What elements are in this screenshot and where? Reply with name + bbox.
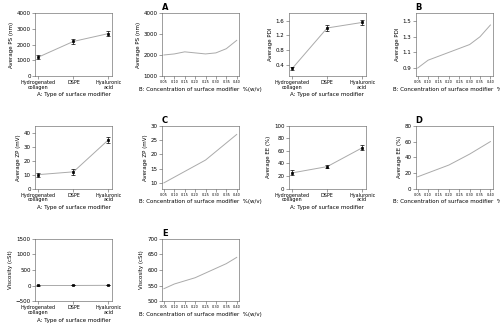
X-axis label: B: Concentration of surface modifier  %(w/v): B: Concentration of surface modifier %(w… bbox=[139, 312, 262, 317]
Y-axis label: Average PS (nm): Average PS (nm) bbox=[136, 22, 141, 68]
Y-axis label: Average ZP (mV): Average ZP (mV) bbox=[143, 134, 148, 180]
Y-axis label: Average PDI: Average PDI bbox=[268, 28, 273, 61]
Text: E: E bbox=[162, 229, 168, 238]
Y-axis label: Average EE (%): Average EE (%) bbox=[396, 136, 402, 178]
X-axis label: A: Type of surface modifier: A: Type of surface modifier bbox=[36, 318, 111, 323]
X-axis label: A: Type of surface modifier: A: Type of surface modifier bbox=[290, 205, 364, 210]
X-axis label: B: Concentration of surface modifier  %(w/v): B: Concentration of surface modifier %(w… bbox=[392, 200, 500, 205]
Text: C: C bbox=[162, 116, 168, 125]
Text: D: D bbox=[416, 116, 422, 125]
Text: A: A bbox=[162, 3, 168, 13]
Y-axis label: Average EE (%): Average EE (%) bbox=[266, 136, 272, 178]
Y-axis label: Average PS (nm): Average PS (nm) bbox=[9, 22, 14, 68]
X-axis label: B: Concentration of surface modifier  %(w/v): B: Concentration of surface modifier %(w… bbox=[139, 87, 262, 92]
X-axis label: B: Concentration of surface modifier  %(w/v): B: Concentration of surface modifier %(w… bbox=[139, 200, 262, 205]
X-axis label: A: Type of surface modifier: A: Type of surface modifier bbox=[36, 92, 111, 97]
X-axis label: A: Type of surface modifier: A: Type of surface modifier bbox=[36, 205, 111, 210]
Y-axis label: Average PDI: Average PDI bbox=[395, 28, 400, 61]
X-axis label: B: Concentration of surface modifier  %(w/v): B: Concentration of surface modifier %(w… bbox=[392, 87, 500, 92]
X-axis label: A: Type of surface modifier: A: Type of surface modifier bbox=[290, 92, 364, 97]
Y-axis label: Average ZP (mV): Average ZP (mV) bbox=[16, 134, 21, 180]
Y-axis label: Viscosity (cSt): Viscosity (cSt) bbox=[140, 251, 144, 289]
Text: B: B bbox=[416, 3, 422, 13]
Y-axis label: Viscosity (cSt): Viscosity (cSt) bbox=[8, 251, 13, 289]
